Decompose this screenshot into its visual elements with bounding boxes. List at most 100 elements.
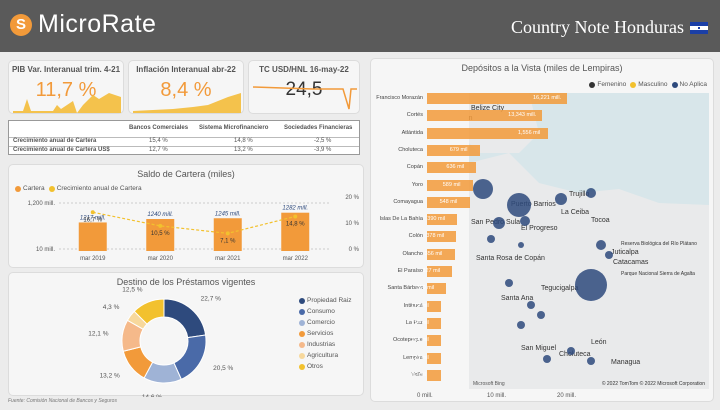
map-place-label: Santa Ana xyxy=(501,295,534,302)
bar-category-label: Yoro xyxy=(411,181,423,188)
portfolio-chart: 1,200 mill. 10 mill. 20 % 10 % 0 % 1217 mill.… xyxy=(28,195,360,262)
bar[interactable] xyxy=(427,127,548,139)
bar[interactable] xyxy=(427,266,453,277)
y2-tick-label: 10 % xyxy=(345,221,359,227)
bar-category-label: Francisco Morazán xyxy=(376,95,423,101)
kpi-sparkline xyxy=(13,93,121,113)
map-bubble[interactable] xyxy=(537,311,545,319)
map-bubble[interactable] xyxy=(487,235,495,243)
bar-value-label: 128 mil xyxy=(411,354,429,361)
bar-label: 1240 mill. xyxy=(147,212,173,218)
growth-point xyxy=(158,223,163,228)
map-place-label: Puerto Barrios xyxy=(511,201,556,208)
row-label: Crecimiento anual de Cartera xyxy=(13,138,97,144)
table-header: Bancos Comerciales Sistema Microfinancie… xyxy=(9,125,359,133)
map-bubble[interactable] xyxy=(517,321,525,329)
cell-value: 13,2 % xyxy=(234,147,253,153)
slice-label: 22,7 % xyxy=(201,296,221,303)
growth-label: 7,1 % xyxy=(220,238,236,244)
legend-swatch xyxy=(299,352,305,359)
bar[interactable] xyxy=(427,196,470,208)
y2-tick-label: 20 % xyxy=(345,195,359,201)
map-place-label: Santa Rosa de Copán xyxy=(476,255,545,262)
legend-label: Otros xyxy=(307,363,323,370)
slice-label: 13,2 % xyxy=(100,372,120,379)
growth-point xyxy=(225,231,230,236)
bar[interactable] xyxy=(427,300,441,312)
legend-swatch xyxy=(589,81,596,88)
kpi-card-inflation: Inflación Interanual abr-22 8,4 % xyxy=(128,60,244,114)
map-bubble[interactable] xyxy=(605,251,613,259)
bar-category-label: Intibucá xyxy=(403,302,423,309)
bar-category-label: Copán xyxy=(406,164,423,171)
chart-title: Destino de los Préstamos vigentes xyxy=(116,277,256,287)
growth-stats-table: Bancos Comerciales Sistema Microfinancie… xyxy=(8,120,360,155)
map-place-label: Catacamas xyxy=(613,259,649,266)
map-legend: Femenino Masculino No Aplica xyxy=(589,81,707,88)
bar-category-label: Valle xyxy=(411,371,423,378)
map-bubble[interactable] xyxy=(587,357,595,365)
map-bubble[interactable] xyxy=(520,216,530,226)
donut-legend: Propiedad Raiz Consumo Comercio Servicios In… xyxy=(299,297,351,374)
map-credit: © 2022 TomTom © 2022 Microsoft Corporati… xyxy=(601,381,705,387)
bar[interactable] xyxy=(427,214,458,226)
logo-text: MicroRate xyxy=(38,10,157,38)
map-place-label: Tocoa xyxy=(591,217,610,224)
map-bubble[interactable] xyxy=(527,301,535,309)
legend-item: Agricultura xyxy=(299,352,351,359)
map-bubble[interactable] xyxy=(473,179,493,199)
bar[interactable] xyxy=(427,179,473,191)
bar-category-label: La Paz xyxy=(405,319,423,326)
bar[interactable] xyxy=(427,110,543,122)
bar-category-label: Choluteca xyxy=(398,146,423,153)
map-bubble[interactable] xyxy=(507,193,531,217)
bar-value-label: 390 mil xyxy=(427,216,446,223)
legend-label: No Aplica xyxy=(679,81,707,88)
legend-item: Propiedad Raiz xyxy=(299,297,351,304)
map-place-label: El Progreso xyxy=(521,225,558,232)
map-bubble[interactable] xyxy=(518,242,524,248)
map-bubble[interactable] xyxy=(493,217,505,229)
growth-point xyxy=(90,210,95,215)
legend-label: Comercio xyxy=(307,319,335,326)
bing-logo: Microsoft Bing xyxy=(473,381,505,387)
bar[interactable] xyxy=(427,162,477,174)
kpi-value: 24,5 xyxy=(285,79,323,100)
growth-label: 16,7 % xyxy=(83,217,102,223)
bar[interactable] xyxy=(427,231,457,243)
slice-label: 12,1 % xyxy=(88,331,108,338)
bar[interactable] xyxy=(427,369,441,381)
kpi-value: 8,4 % xyxy=(160,79,212,101)
map-bubble[interactable] xyxy=(567,347,575,355)
bar[interactable] xyxy=(427,335,441,347)
map-bubble[interactable] xyxy=(596,240,606,250)
legend-swatch xyxy=(48,185,55,192)
bar-label: 1245 mill. xyxy=(215,211,241,217)
legend-item: Comercio xyxy=(299,319,351,326)
bar-value-label: 589 mil xyxy=(442,181,461,188)
bar[interactable] xyxy=(427,352,441,364)
growth-point xyxy=(293,214,298,219)
kpi-card-exchange-rate: TC USD/HNL 16-may-22 24,5 xyxy=(248,60,360,114)
map-bubble[interactable] xyxy=(575,269,607,301)
legend-swatch xyxy=(299,363,305,370)
bar-value-label: 378 mil xyxy=(426,233,445,240)
legend-swatch xyxy=(671,81,678,88)
bar[interactable] xyxy=(427,283,447,295)
map-bubble[interactable] xyxy=(505,279,513,287)
bar[interactable] xyxy=(427,93,567,104)
map-bubble[interactable] xyxy=(543,355,551,363)
bar[interactable] xyxy=(427,144,480,156)
cell-value: -3,9 % xyxy=(314,147,332,153)
kpi-card-gdp: PIB Var. Interanual trim. 4-21 11,7 % xyxy=(8,60,124,114)
bar[interactable] xyxy=(427,248,455,260)
legend-label: Agricultura xyxy=(307,352,339,359)
slice-label: 4,3 % xyxy=(103,304,120,311)
map-bubble[interactable] xyxy=(555,193,567,205)
growth-label: 10,5 % xyxy=(151,231,170,237)
header-bar: S MicroRate Country Note Honduras xyxy=(0,0,720,52)
bar[interactable] xyxy=(427,317,441,329)
map-bubble[interactable] xyxy=(586,188,596,198)
logo: S MicroRate xyxy=(10,10,156,39)
